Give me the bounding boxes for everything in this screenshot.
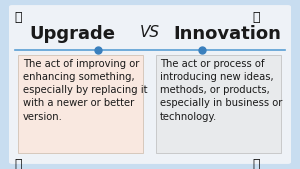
Text: 💡: 💡 xyxy=(252,158,260,169)
Text: The act or process of
introducing new ideas,
methods, or products,
especially in: The act or process of introducing new id… xyxy=(160,59,282,122)
Text: Innovation: Innovation xyxy=(173,25,281,43)
Text: VS: VS xyxy=(140,25,160,40)
Text: 💡: 💡 xyxy=(15,158,22,169)
FancyBboxPatch shape xyxy=(155,55,281,153)
FancyBboxPatch shape xyxy=(17,55,143,153)
Text: The act of improving or
enhancing something,
especially by replacing it
with a n: The act of improving or enhancing someth… xyxy=(23,59,148,122)
Text: 💡: 💡 xyxy=(252,11,260,25)
Text: 💡: 💡 xyxy=(15,11,22,25)
Text: Upgrade: Upgrade xyxy=(30,25,116,43)
